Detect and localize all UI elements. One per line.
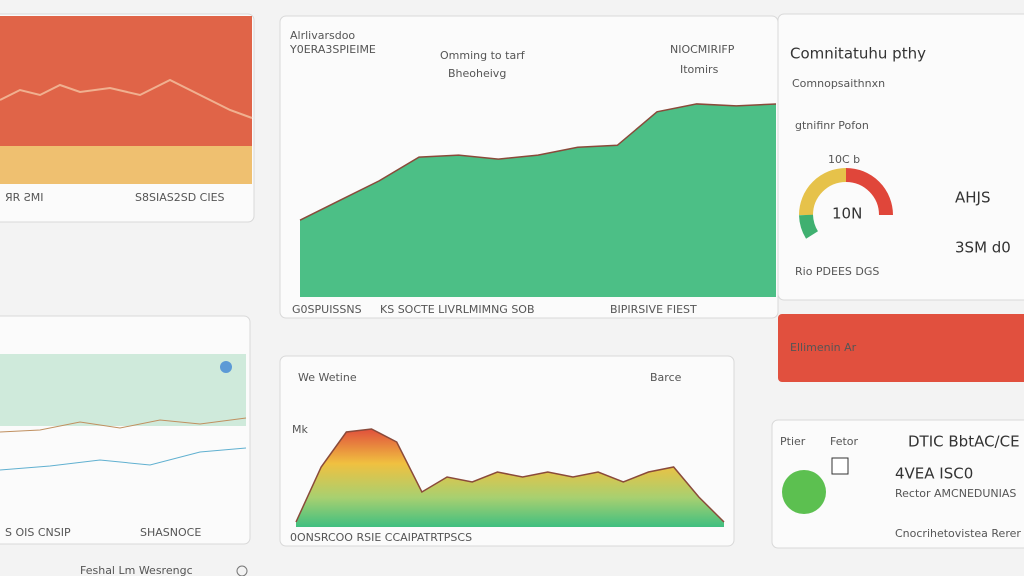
gauge-value: 10N: [832, 205, 862, 223]
gauge-arc: [799, 168, 847, 216]
label: Ptier: [780, 435, 806, 448]
card-title: Alrlivarsdoo: [290, 29, 355, 42]
gauge-label: 10C b: [828, 153, 860, 166]
area-line: [295, 428, 725, 523]
decorative-line: [0, 417, 247, 433]
axis-label: Mk: [292, 423, 308, 436]
gauge-arc: [845, 168, 893, 216]
icon[interactable]: [220, 361, 232, 373]
footer-label: BIPIRSIVE FIEST: [610, 303, 697, 316]
label: NIOCMIRIFP: [670, 43, 735, 56]
card-subtitle: Comnopsaithnxn: [792, 77, 885, 90]
footer-label: KS SOCTE LIVRLMIMNG SOB: [380, 303, 535, 316]
icon: [831, 457, 849, 475]
area: [300, 103, 776, 297]
gauge-arc: [799, 214, 819, 239]
card-image: [0, 16, 252, 146]
decorative-line: [0, 78, 253, 119]
area: [296, 429, 724, 527]
chart-subtitle: Bheoheivg: [448, 67, 506, 80]
card-title: We Wetine: [298, 371, 357, 384]
card: [777, 13, 1024, 301]
banner[interactable]: [778, 314, 1024, 382]
chart: [295, 428, 725, 527]
chart-title: Omming to tarf: [440, 49, 526, 62]
card-label: ЯR ƧMI: [5, 191, 44, 204]
footer-text: Feshal Lm Wesrengc: [80, 564, 193, 576]
banner-text[interactable]: Ellimenin Ar: [790, 341, 857, 354]
footer-label: 0ONSRCOO RSIE CCAIPATRTPSCS: [290, 531, 472, 544]
label: Fetor: [830, 435, 859, 448]
decorative-line: [0, 447, 247, 471]
footer-label: G0SPUISSNS: [292, 303, 362, 316]
card-title: Comnitatuhu pthy: [790, 45, 926, 63]
footer-label: S OIS CNSIP: [5, 526, 71, 539]
caption: Rector AMCNEDUNIAS: [895, 487, 1016, 500]
stat: DTIC BbtAC/CE: [908, 433, 1020, 451]
icon: [782, 470, 826, 514]
footer-label: Cnocrihetovistea Rerer: [895, 527, 1021, 540]
label: Itomirs: [680, 63, 719, 76]
icon[interactable]: [236, 565, 248, 576]
stat: 4VEA ISC0: [895, 465, 973, 483]
card-band: [0, 146, 252, 184]
stat: 3SM d0: [955, 239, 1011, 257]
note: gtnifinr Pofon: [795, 119, 869, 132]
card-panel: [0, 354, 246, 426]
area-line: [299, 103, 777, 221]
card-action[interactable]: Barce: [650, 371, 682, 384]
card-caption: S8SIAS2SD CIES: [135, 191, 225, 204]
card-subtitle: Y0ERA3SPIEIME: [289, 43, 376, 56]
footer-label: Rio PDEES DGS: [795, 265, 879, 278]
card: [771, 419, 1024, 549]
footer-label: SHASNOCE: [140, 526, 201, 539]
stat: AHJS: [955, 189, 991, 207]
chart: [299, 103, 777, 297]
